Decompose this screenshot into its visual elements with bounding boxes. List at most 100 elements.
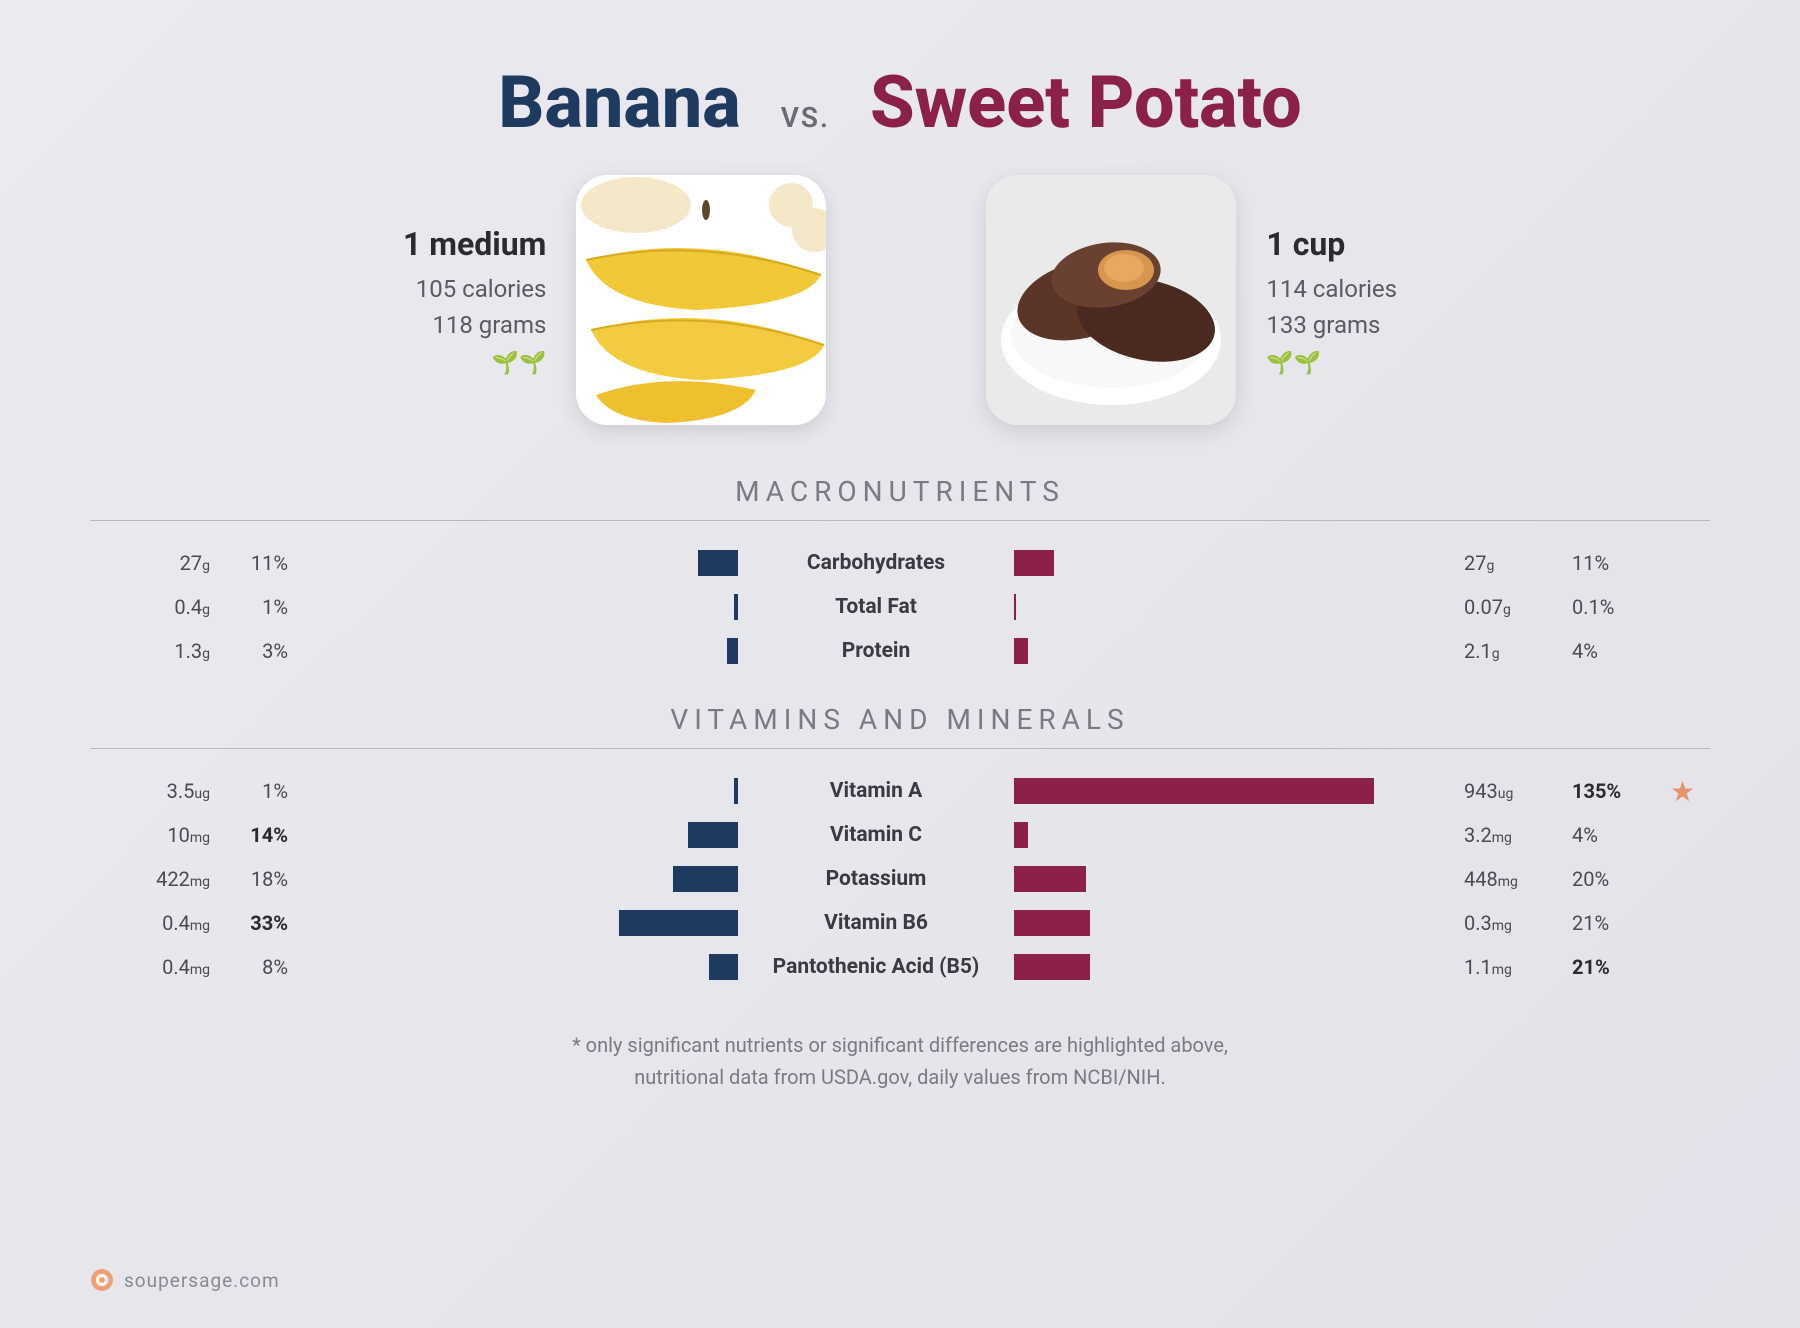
left-percent: 3% [218,639,308,663]
left-percent: 8% [218,955,308,979]
left-percent: 11% [218,551,308,575]
right-bar-container [1014,629,1436,673]
nutrient-name: Carbohydrates [746,551,1006,575]
nutrient-name: Vitamin A [746,779,1006,803]
right-percent: 11% [1572,551,1662,575]
nutrient-row: 422mg18%Potassium448mg20% [90,857,1710,901]
nutrient-name: Vitamin B6 [746,911,1006,935]
right-percent: 21% [1572,911,1662,935]
vitamins-section-title: VITAMINS AND MINERALS [90,703,1710,736]
right-amount: 2.1g [1444,639,1564,663]
right-amount: 0.07g [1444,595,1564,619]
left-amount: 0.4mg [90,911,210,935]
right-amount: 3.2mg [1444,823,1564,847]
right-bar [1014,910,1090,936]
left-bar [734,594,738,620]
right-bar [1014,954,1090,980]
left-food-info: 1 medium 105 calories 118 grams 🌱🌱 [403,225,546,376]
brand-logo-icon [90,1268,114,1292]
right-amount: 943ug [1444,779,1564,803]
footnote-line2: nutritional data from USDA.gov, daily va… [90,1061,1710,1093]
right-bar-container [1014,857,1436,901]
nutrient-row: 10mg14%Vitamin C3.2mg4% [90,813,1710,857]
right-amount: 1.1mg [1444,955,1564,979]
left-amount: 27g [90,551,210,575]
right-percent: 4% [1572,823,1662,847]
left-bar [688,822,738,848]
right-food-panel: 1 cup 114 calories 133 grams 🌱🌱 [986,175,1397,425]
banana-image [576,175,826,425]
right-percent: 0.1% [1572,595,1662,619]
macros-rows: 27g11%Carbohydrates27g11%0.4g1%Total Fat… [90,541,1710,673]
right-percent: 4% [1572,639,1662,663]
right-bar [1014,594,1016,620]
nutrient-name: Potassium [746,867,1006,891]
footnote: * only significant nutrients or signific… [90,1029,1710,1093]
right-bar [1014,866,1086,892]
left-bar-container [316,769,738,813]
vitamins-divider [90,748,1710,749]
right-serving: 1 cup [1266,225,1397,263]
left-bar [727,638,738,664]
right-amount: 0.3mg [1444,911,1564,935]
right-percent: 20% [1572,867,1662,891]
left-bar [734,778,738,804]
macros-divider [90,520,1710,521]
left-calories: 105 calories [403,271,546,307]
star-icon: ★ [1670,775,1710,808]
nutrient-row: 0.4mg 8% Pantothenic Acid (B5) 1.1mg 21% [90,945,1710,989]
left-bar-container [316,857,738,901]
vs-label: VS. [781,101,830,134]
right-amount: 448mg [1444,867,1564,891]
left-sprouts-icon: 🌱🌱 [403,351,546,376]
food-title-right: Sweet Potato [870,60,1302,145]
left-amount: 0.4mg [90,955,210,979]
right-bar-container [1014,945,1436,989]
right-sprouts-icon: 🌱🌱 [1266,351,1397,376]
left-amount: 0.4g [90,595,210,619]
left-bar [709,954,738,980]
left-grams: 118 grams [403,307,546,343]
left-bar-container [316,945,738,989]
left-bar-container [316,813,738,857]
left-food-panel: 1 medium 105 calories 118 grams 🌱🌱 [403,175,826,425]
left-percent: 14% [218,823,308,847]
vitamins-rows: 3.5ug1%Vitamin A943ug135%★10mg14%Vitamin… [90,769,1710,989]
left-bar [673,866,738,892]
right-calories: 114 calories [1266,271,1397,307]
nutrient-name: Protein [746,639,1006,663]
right-grams: 133 grams [1266,307,1397,343]
left-amount: 10mg [90,823,210,847]
right-bar [1014,822,1028,848]
right-amount: 27g [1444,551,1564,575]
left-bar-container [316,541,738,585]
brand: soupersage.com [90,1268,280,1292]
left-bar-container [316,585,738,629]
comparison-header: Banana VS. Sweet Potato [90,60,1710,145]
left-serving: 1 medium [403,225,546,263]
right-bar-container [1014,769,1436,813]
food-panels: 1 medium 105 calories 118 grams 🌱🌱 1 cup [90,175,1710,425]
nutrient-row: 0.4mg 33% Vitamin B6 0.3mg 21% [90,901,1710,945]
right-bar [1014,778,1374,804]
nutrient-row: 0.4g1%Total Fat0.07g0.1% [90,585,1710,629]
left-percent: 33% [218,911,308,935]
left-bar-container [316,901,738,945]
right-percent: 21% [1572,955,1662,979]
brand-text: soupersage.com [124,1269,280,1292]
right-bar [1014,638,1028,664]
left-amount: 422mg [90,867,210,891]
left-percent: 1% [218,779,308,803]
nutrient-row: 1.3g3%Protein2.1g4% [90,629,1710,673]
right-percent: 135% [1572,779,1662,803]
nutrient-name: Pantothenic Acid (B5) [746,955,1006,979]
sweet-potato-image [986,175,1236,425]
right-food-info: 1 cup 114 calories 133 grams 🌱🌱 [1266,225,1397,376]
right-bar-container [1014,901,1436,945]
left-percent: 1% [218,595,308,619]
left-bar-container [316,629,738,673]
footnote-line1: * only significant nutrients or signific… [90,1029,1710,1061]
right-bar-container [1014,585,1436,629]
right-bar [1014,550,1054,576]
left-bar [619,910,738,936]
